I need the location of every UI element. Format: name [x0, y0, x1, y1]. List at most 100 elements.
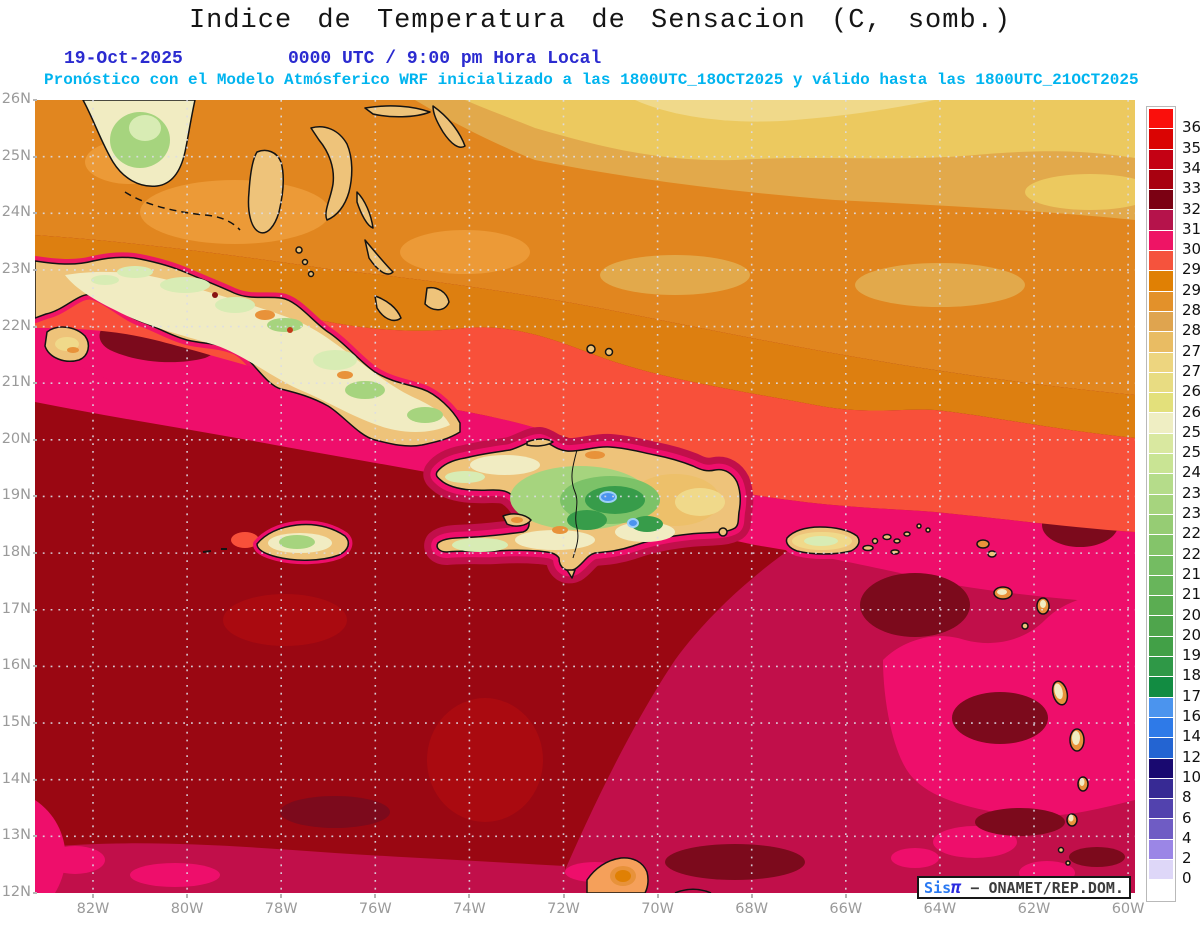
colorbar-cell [1149, 190, 1173, 211]
colorbar-tick-label: 27.5 [1182, 341, 1200, 360]
lesser-antilles [976, 539, 1089, 866]
lon-tick-mark [844, 894, 847, 898]
lon-tick-mark [186, 894, 189, 898]
lon-tick-label: 70W [641, 901, 674, 917]
attribution-box: Sis π − ONAMET/REP.DOM. [917, 876, 1131, 899]
colorbar-cell [1149, 332, 1173, 353]
lat-tick-label: 20N [1, 430, 31, 447]
lon-tick-label: 60W [1111, 901, 1145, 917]
sea-yellow-band [465, 100, 1135, 161]
sispi-brand: Sis [924, 878, 952, 897]
tortue-island [526, 438, 554, 447]
colorbar-cell [1149, 454, 1173, 475]
colorbar-tick-label: 36 [1182, 118, 1200, 137]
lon-tick-label: 82W [76, 901, 110, 917]
sispi-pi-symbol: π [951, 877, 962, 898]
colorbar-cell [1149, 230, 1173, 252]
lat-tick-mark [33, 495, 37, 498]
sea-yellow-patch-ne [1025, 174, 1135, 210]
colorbar-cell [1149, 697, 1173, 718]
colorbar-cell [1149, 210, 1173, 231]
colorbar-cell [1149, 616, 1173, 637]
jamaica [202, 520, 353, 565]
mountain-lake-spot [599, 491, 617, 503]
lat-tick-mark [33, 778, 37, 781]
long-island [364, 239, 394, 275]
lat-tick-mark [33, 722, 37, 725]
lon-tick-label: 76W [358, 901, 392, 917]
colorbar-tick-label: 19 [1182, 646, 1200, 665]
colorbar-tick-label: 23 [1182, 504, 1200, 522]
colorbar-tick-label: 31.5 [1182, 219, 1200, 238]
lat-tick-label: 14N [1, 770, 31, 787]
lon-tick-label: 66W [829, 901, 863, 917]
hispaniola-terrain-patches [445, 451, 725, 552]
guajira-peninsula [586, 857, 1074, 893]
lat-tick-mark [33, 155, 37, 158]
lon-tick-label: 72W [547, 901, 580, 917]
haiti-dr-border [571, 449, 579, 559]
colorbar-tick-label: 22 [1182, 544, 1200, 563]
sea-pale-yellow-top [635, 100, 935, 122]
colorbar-cell [1149, 839, 1173, 860]
colorbar-cell [1149, 433, 1173, 455]
colorbar-cell [1149, 169, 1173, 191]
colorbar-tick-label: 16 [1182, 707, 1200, 725]
saona-island [718, 527, 728, 537]
colorbar-labels: 363534333231.530.729.72928.52827.52726.5… [1146, 106, 1200, 902]
lat-tick-label: 13N [1, 827, 31, 844]
colorbar-tick-label: 34 [1182, 158, 1200, 177]
colorbar-tick-label: 25.5 [1182, 422, 1200, 441]
forecast-date: 19-Oct-2025 [64, 49, 183, 69]
lon-tick-label: 80W [170, 901, 204, 917]
lat-tick-mark [33, 665, 37, 668]
lat-tick-label: 12N [1, 883, 31, 900]
lat-tick-mark [33, 608, 37, 611]
colorbar-cell [1149, 778, 1173, 800]
colorbar-tick-label: 29.7 [1182, 260, 1200, 279]
lat-tick-label: 18N [1, 544, 31, 561]
lat-tick-label: 16N [1, 657, 31, 674]
hispaniola [423, 427, 754, 584]
colorbar-tick-label: 21 [1182, 585, 1200, 604]
colorbar-cell [1149, 859, 1173, 881]
colorbar-tick-label: 12 [1182, 747, 1200, 766]
lat-tick-mark [33, 99, 37, 101]
colorbar-tick-label: 23.5 [1182, 483, 1200, 502]
turks-caicos [586, 344, 596, 354]
lon-tick-label: 68W [735, 901, 769, 917]
lat-tick-label: 21N [1, 374, 31, 391]
lat-tick-label: 23N [1, 260, 31, 277]
colorbar-tick-label: 29 [1182, 280, 1200, 299]
page-title: Indice de Temperatura de Sensacion (C, s… [188, 6, 1012, 36]
colorbar-tick-label: 30.7 [1182, 240, 1200, 259]
colorbar-tick-label: 26.5 [1182, 382, 1200, 401]
florida [82, 100, 241, 231]
andros-island [247, 149, 284, 234]
lon-tick-mark [656, 894, 659, 898]
lon-tick-label: 78W [264, 901, 298, 917]
colorbar-tick-label: 20 [1182, 625, 1200, 644]
lat-tick-mark [33, 835, 37, 838]
colorbar-cell [1149, 413, 1173, 434]
colorbar-cell [1149, 657, 1173, 678]
lat-tick-label: 25N [1, 147, 31, 164]
colorbar-cell [1149, 474, 1173, 495]
heat-index-contour-map [35, 100, 1135, 893]
colorbar-cell [1149, 758, 1173, 779]
bahamas [247, 105, 614, 357]
lat-tick-mark [33, 438, 37, 441]
colorbar-tick-label: 25 [1182, 443, 1200, 462]
colorbar-tick-label: 35 [1182, 138, 1200, 157]
colorbar-cell [1149, 596, 1173, 617]
lon-tick-mark [562, 894, 565, 898]
colorbar-cell [1149, 251, 1173, 272]
colorbar-tick-label: 21.5 [1182, 564, 1200, 583]
eleuthera-island [310, 126, 353, 221]
colorbar-cell [1149, 799, 1173, 820]
mountain-lake-spot-2 [627, 518, 639, 528]
colorbar-cell [1149, 535, 1173, 556]
lat-tick-mark [33, 325, 37, 328]
colorbar-tick-label: 24 [1182, 463, 1200, 482]
